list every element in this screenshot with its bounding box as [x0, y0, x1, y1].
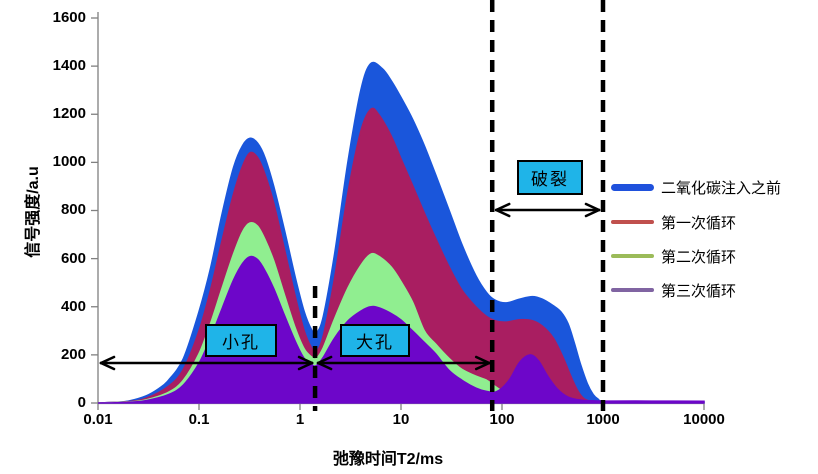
- xtick-100: 100: [489, 411, 515, 428]
- ytick-1600: 1600: [52, 9, 86, 26]
- region-box-large-pore: 大孔: [340, 324, 410, 357]
- annotation-layer: [99, 0, 606, 411]
- xtick-0p01: 0.01: [83, 411, 113, 428]
- ytick-0: 0: [77, 394, 86, 411]
- small-pore-range-arrow: [99, 355, 314, 371]
- ytick-800: 800: [60, 201, 86, 218]
- ytick-400: 400: [60, 298, 86, 315]
- xtick-1: 1: [295, 411, 305, 428]
- region-box-small-pore: 小孔: [205, 324, 277, 357]
- ytick-1400: 1400: [52, 57, 86, 74]
- ytick-600: 600: [60, 250, 86, 267]
- region-box-fracture: 破裂: [517, 160, 583, 195]
- x-axis-title: 弛豫时间T2/ms: [332, 451, 444, 468]
- fracture-range-arrow: [494, 202, 601, 218]
- large-pore-range-arrow: [316, 355, 491, 371]
- y-axis-title: 信号强度/a.u: [25, 166, 42, 258]
- xtick-1000: 1000: [586, 411, 620, 428]
- xtick-0p1: 0.1: [188, 411, 210, 428]
- ytick-200: 200: [60, 346, 86, 363]
- ytick-1200: 1200: [52, 105, 86, 122]
- xtick-10: 10: [392, 411, 410, 428]
- xtick-10000: 10000: [683, 411, 725, 428]
- ytick-1000: 1000: [52, 153, 86, 170]
